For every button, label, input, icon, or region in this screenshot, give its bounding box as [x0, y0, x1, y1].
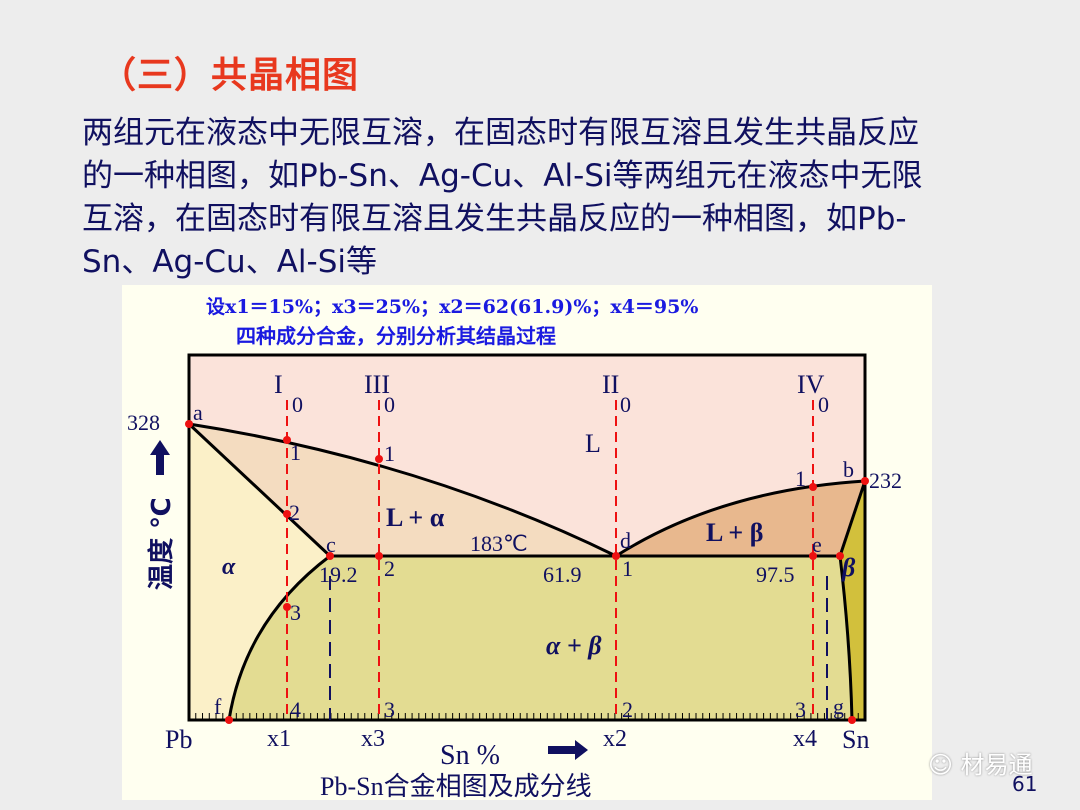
solvus-c-f [227, 554, 331, 721]
step-label: 4 [290, 697, 301, 722]
point-label-a: a [193, 400, 203, 425]
region-alpha [189, 424, 330, 720]
solvus-e-g [838, 555, 854, 721]
point-III-1 [375, 455, 383, 463]
point-label-e: e [812, 532, 822, 557]
solidus-a-c [187, 422, 332, 558]
y-axis-label: 温度 ℃ [146, 497, 177, 590]
step-label: 0 [620, 392, 631, 417]
alloy-label-I: I [274, 370, 283, 399]
point-d [612, 552, 620, 560]
paragraph-line: 的一种相图，如Pb-Sn、Ag-Cu、Al-Si等两组元在液态中无限 [82, 158, 923, 194]
composition-label: 61.9 [543, 562, 582, 587]
temp-label-328: 328 [127, 410, 160, 435]
point-label-c: c [326, 532, 336, 557]
solidus-b-e [838, 480, 867, 557]
diagram-caption: Pb-Sn合金相图及成分线 [320, 772, 592, 801]
diagram-header-line1: 设x1＝15%；x3＝25%；x2＝62(61.9)%；x4＝95% [206, 296, 698, 318]
x-label-x3: x3 [361, 726, 385, 752]
page-number: 61 [1012, 772, 1038, 796]
step-label: 3 [384, 697, 395, 722]
wechat-icon: ☺ [928, 751, 954, 779]
arrow-right-icon [548, 740, 588, 760]
point-I-3 [283, 603, 291, 611]
step-label: 1 [384, 441, 395, 466]
composition-label: 19.2 [319, 562, 358, 587]
point-IV-2 [809, 552, 817, 560]
step-label: 1 [622, 556, 633, 581]
watermark-logo: ☺ 材易通 [928, 745, 1033, 780]
x-axis-label: Sn % [440, 740, 500, 771]
step-label: 0 [384, 392, 395, 417]
point-label-d: d [620, 528, 631, 553]
arrow-up-icon [150, 440, 170, 475]
liquidus-a-d [188, 422, 617, 558]
point-b [861, 477, 869, 485]
x-label-x2: x2 [603, 726, 627, 752]
point-III-2 [375, 552, 383, 560]
watermark-text: 材易通 [960, 751, 1033, 779]
point-IV-1 [809, 483, 817, 491]
point-f [225, 716, 233, 724]
x-label-x4: x4 [793, 726, 817, 752]
point-I-1 [283, 436, 291, 444]
point-label-f: f [214, 694, 222, 719]
step-label: 2 [384, 556, 395, 581]
step-label: 2 [622, 697, 633, 722]
point-label-g: g [833, 694, 844, 719]
alloy-label-IV: IV [797, 370, 825, 399]
step-label: 0 [818, 392, 829, 417]
alloy-label-II: II [602, 370, 619, 399]
paragraph-line: Sn、Ag-Cu、Al-Si等 [82, 244, 377, 280]
point-I-2 [283, 510, 291, 518]
x-axis-ticks [188, 713, 866, 720]
region-label-beta: β [841, 553, 856, 582]
axis-label-pb: Pb [165, 725, 192, 754]
x-label-x1: x1 [267, 726, 291, 752]
composition-label: 97.5 [756, 562, 795, 587]
region-alpha-beta [229, 556, 852, 720]
step-label: 1 [290, 440, 301, 465]
slide-title: （三）共晶相图 [100, 55, 360, 96]
alloy-label-III: III [364, 370, 390, 399]
paragraph-line: 互溶，在固态时有限互溶且发生共晶反应的一种相图，如Pb- [82, 201, 907, 237]
paragraph-line: 两组元在液态中无限互溶，在固态时有限互溶且发生共晶反应 [82, 115, 919, 151]
point-e [836, 552, 844, 560]
point-a [185, 420, 193, 428]
eutectic-temp-label: 183℃ [470, 531, 528, 556]
step-label: 0 [292, 392, 303, 417]
region-label-alpha-beta: α + β [546, 631, 602, 660]
point-label-b: b [843, 457, 854, 482]
region-label-alpha: α [222, 554, 236, 580]
point-g [848, 716, 856, 724]
step-label: 2 [289, 500, 300, 525]
liquidus-d-b [615, 479, 866, 558]
step-label: 3 [290, 600, 301, 625]
point-c [326, 552, 334, 560]
region-label-l-alpha: L + α [386, 503, 445, 532]
slide-paragraph: 两组元在液态中无限互溶，在固态时有限互溶且发生共晶反应 的一种相图，如Pb-Sn… [82, 112, 1062, 284]
diagram-header-line2: 四种成分合金，分别分析其结晶过程 [236, 324, 556, 348]
temp-label-232: 232 [869, 468, 902, 493]
step-label: 1 [795, 466, 806, 491]
region-l-beta [616, 481, 865, 556]
region-label-liquid: L [585, 429, 601, 458]
axis-label-sn: Sn [842, 725, 869, 754]
step-label: 3 [795, 697, 806, 722]
region-label-l-beta: L + β [706, 518, 763, 547]
